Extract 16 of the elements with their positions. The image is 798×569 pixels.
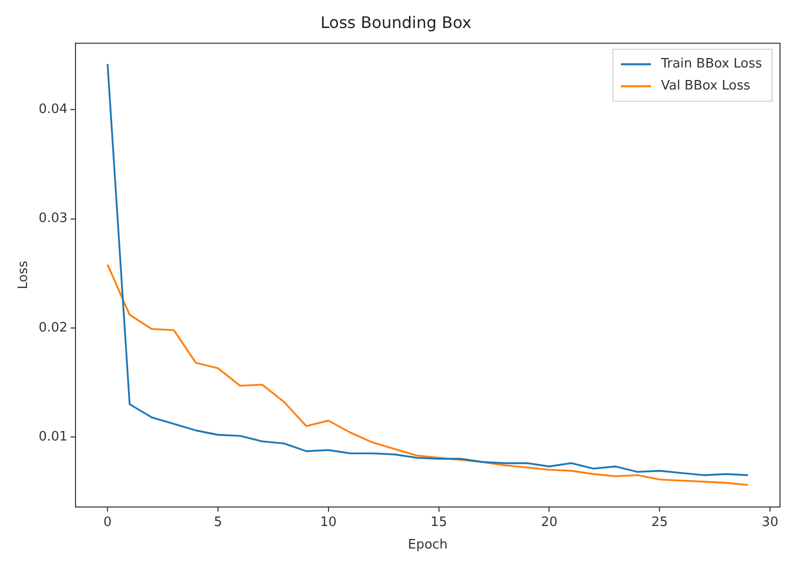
y-axis-title: Loss — [16, 260, 32, 290]
legend-label: Train BBox Loss — [660, 56, 762, 72]
y-tick-label: 0.02 — [38, 320, 68, 336]
y-tick-label: 0.03 — [38, 211, 68, 226]
chart-title: Loss Bounding Box — [320, 12, 472, 32]
x-tick-label: 15 — [430, 514, 448, 530]
x-axis-title: Epoch — [408, 538, 448, 553]
x-tick-label: 20 — [540, 514, 558, 530]
y-tick-label: 0.04 — [38, 102, 68, 118]
x-tick-label: 25 — [651, 514, 668, 530]
x-tick-label: 30 — [762, 514, 778, 530]
y-tick-label: 0.01 — [38, 429, 68, 444]
legend-label: Val BBox Loss — [660, 78, 750, 94]
x-tick-label: 5 — [214, 514, 222, 530]
x-tick-label: 0 — [103, 514, 112, 530]
x-tick-label: 10 — [320, 514, 337, 530]
